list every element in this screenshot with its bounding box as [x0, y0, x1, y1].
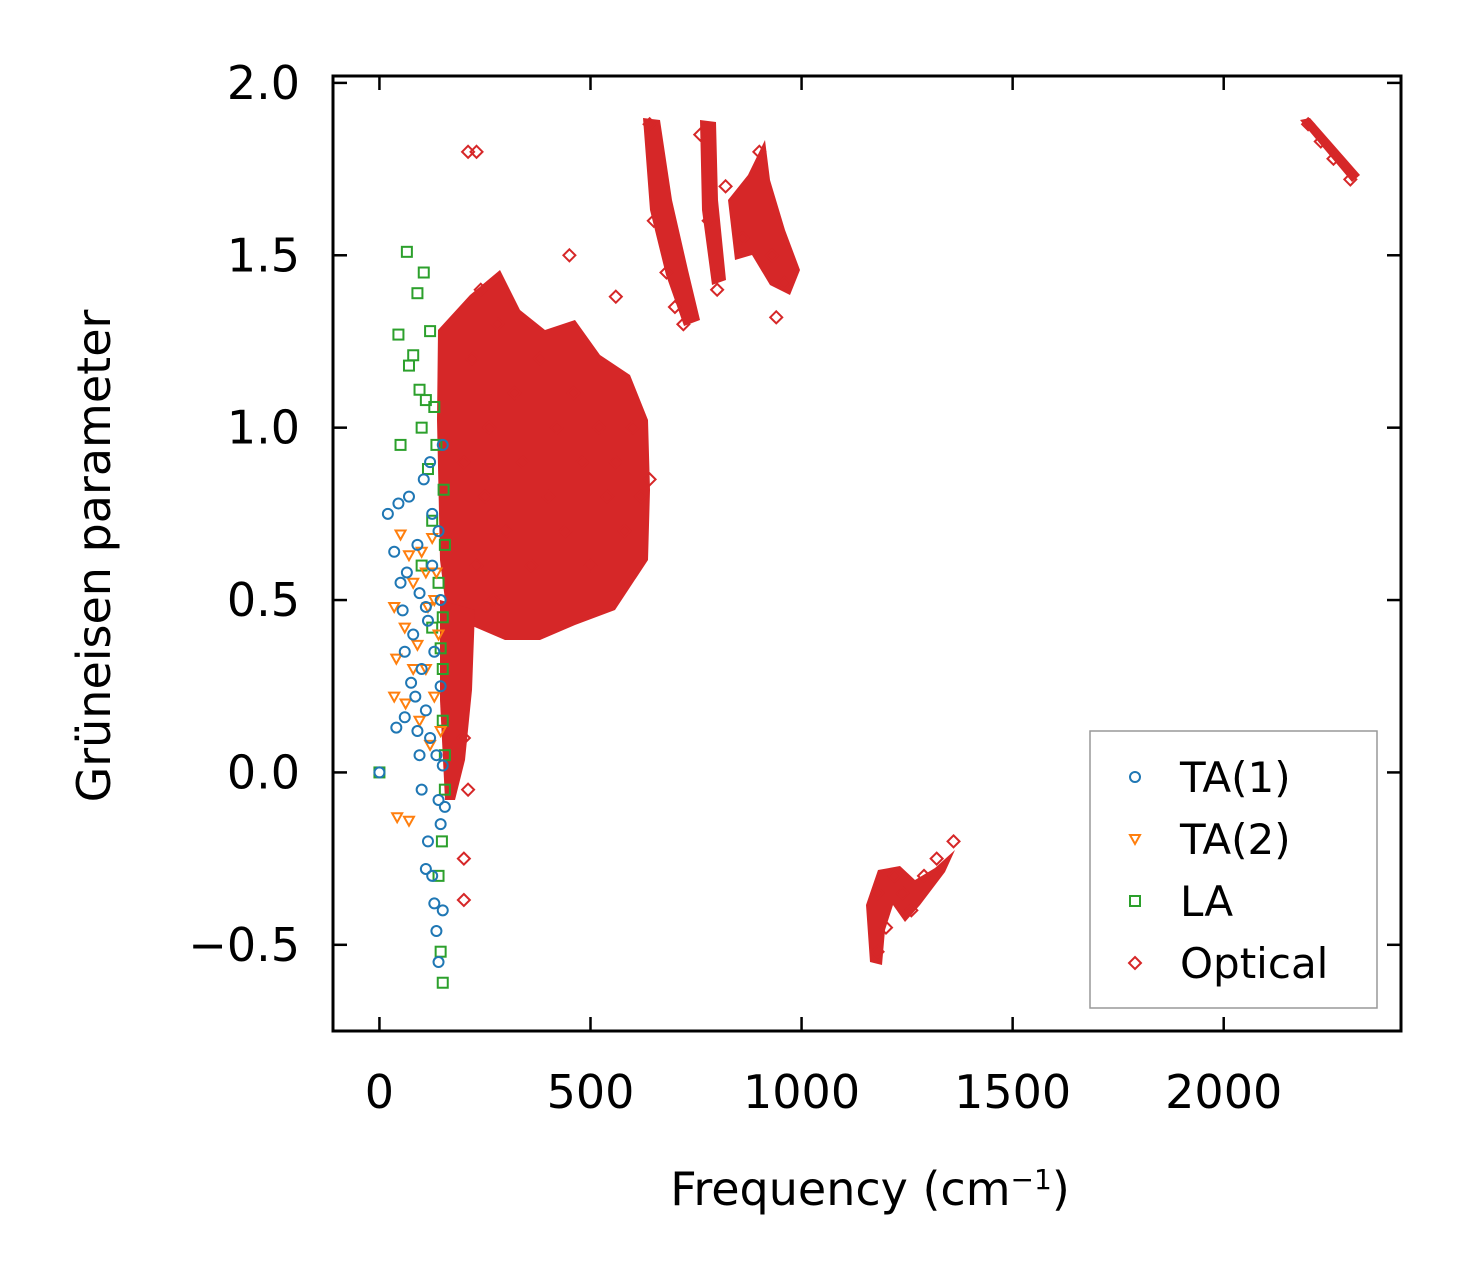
y-tick-label: 2.0 — [227, 56, 300, 110]
legend-label-ta-1: TA(1) — [1179, 753, 1291, 802]
x-tick-label: 2000 — [1165, 1065, 1282, 1119]
legend: TA(1) TA(2) LA Optical — [1090, 731, 1377, 1008]
x-tick-label: 0 — [365, 1065, 394, 1119]
legend-label-la: LA — [1180, 877, 1233, 926]
y-tick-label: 1.0 — [227, 401, 300, 455]
y-axis-title: Grüneisen parameter — [67, 309, 121, 802]
legend-label-ta-2: TA(2) — [1179, 815, 1291, 864]
x-tick-label: 1000 — [743, 1065, 860, 1119]
x-tick-label: 500 — [547, 1065, 635, 1119]
x-axis-title: Frequency (cm−1) — [670, 1162, 1070, 1216]
y-tick-label: 0.5 — [227, 573, 300, 627]
legend-label-optical: Optical — [1180, 939, 1328, 988]
x-tick-label: 1500 — [954, 1065, 1071, 1119]
y-tick-label: 0.0 — [227, 745, 300, 799]
y-tick-label: 1.5 — [227, 228, 300, 282]
y-tick-label: −0.5 — [188, 918, 300, 972]
gruneisen-chart: 0 500 1000 1500 2000 −0.5 0.0 0.5 1.0 1.5 2.0 Grün… — [0, 0, 1462, 1281]
